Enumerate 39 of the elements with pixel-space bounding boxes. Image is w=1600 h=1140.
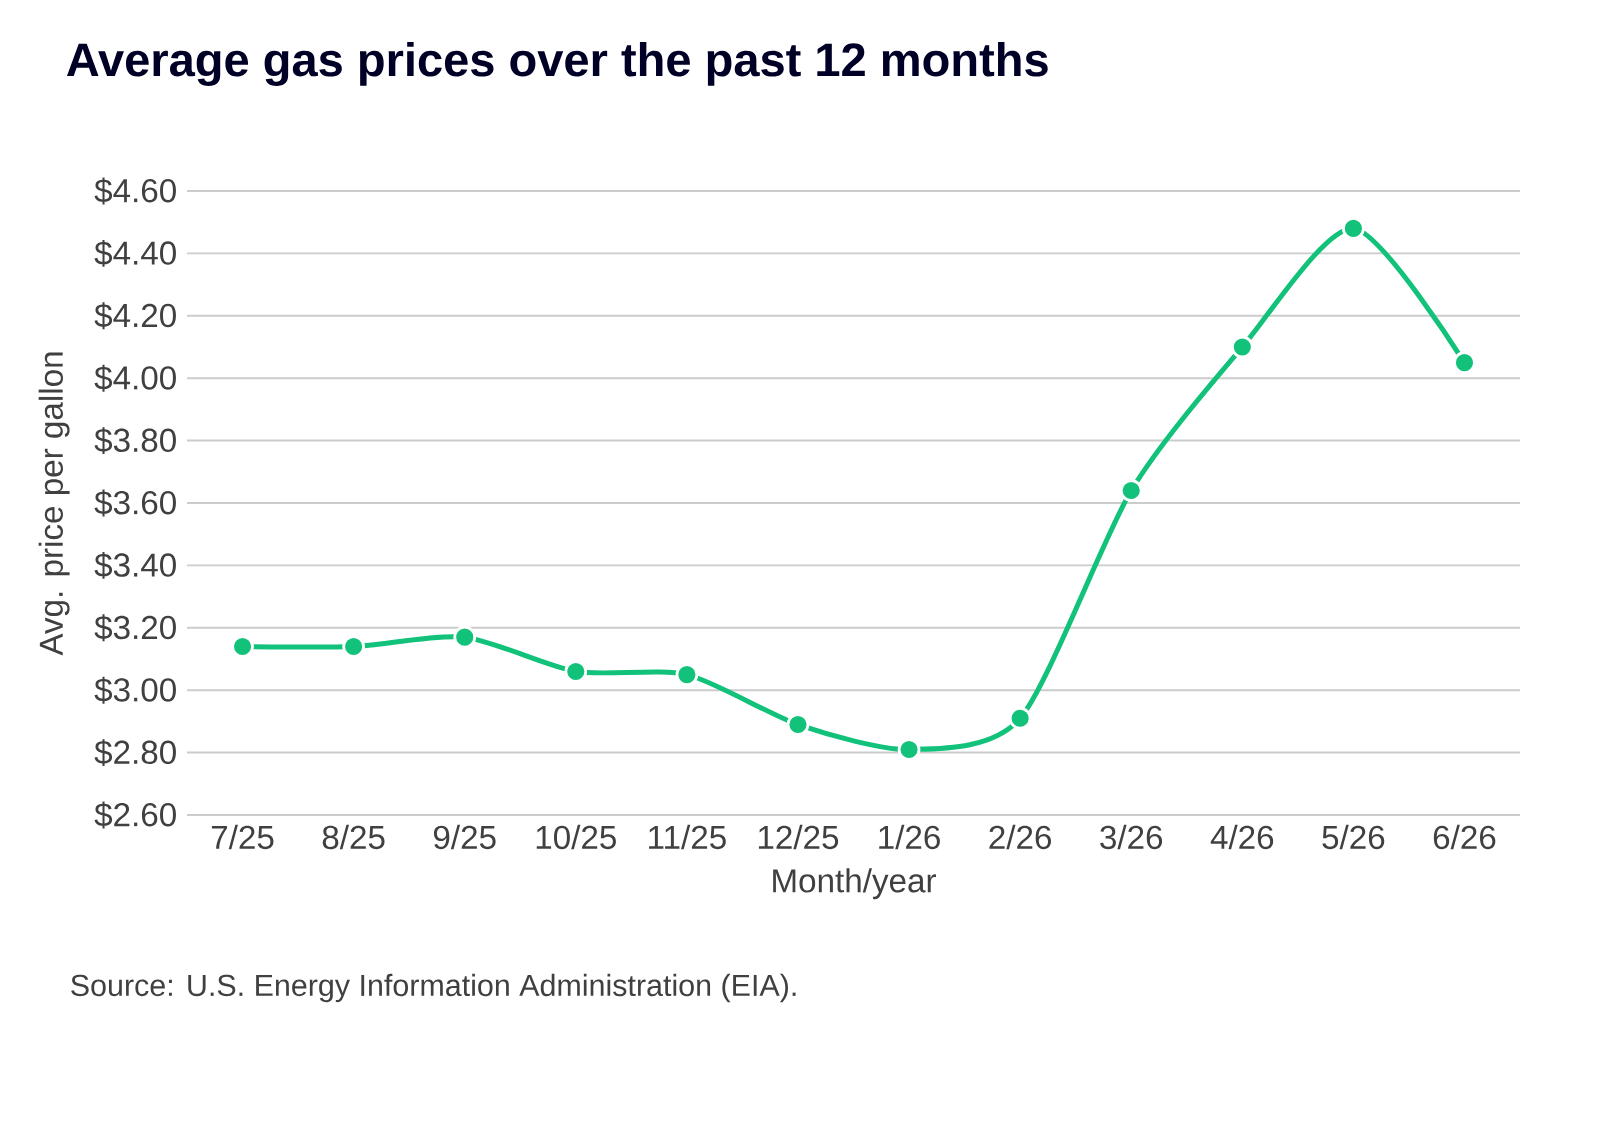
x-tick-label: 2/26: [989, 824, 1051, 850]
x-tick-label: 5/26: [1322, 824, 1385, 850]
y-tick-label: $3.40: [94, 551, 176, 579]
y-tick-label: $4.60: [94, 177, 176, 205]
x-axis-title: Month/year: [773, 868, 936, 900]
y-tick-label: $3.60: [94, 489, 176, 517]
point: [1453, 351, 1476, 374]
point: [675, 663, 699, 686]
y-tick-label: $3.20: [94, 614, 176, 642]
point: [1119, 479, 1143, 502]
point: [231, 635, 254, 658]
y-tick-label: $4.00: [94, 364, 176, 392]
point: [342, 635, 365, 658]
y-tick-label: $4.20: [94, 302, 176, 330]
point: [1230, 335, 1254, 359]
y-tick-label: $3.80: [94, 427, 176, 455]
y-tick-label: $4.40: [94, 239, 176, 267]
chart-title: Average gas prices over the past 12 months: [66, 41, 1048, 87]
x-tick-label: 12/25: [758, 824, 839, 850]
x-tick-label: 1/26: [879, 824, 940, 850]
source-note: Source: U.S. Energy Information Administration (EIA).: [71, 973, 796, 1003]
y-axis-title: Avg. price per gallon: [38, 352, 70, 656]
point: [1008, 706, 1032, 730]
point: [897, 738, 921, 761]
x-tick-label: 4/26: [1210, 824, 1274, 850]
y-tick-label: $2.60: [94, 801, 176, 829]
x-tick-label: 7/25: [211, 824, 274, 850]
x-tick-label: 8/25: [322, 824, 385, 850]
point: [453, 625, 477, 649]
point: [786, 713, 810, 736]
y-tick-label: $3.00: [94, 676, 176, 704]
point: [1342, 217, 1365, 240]
x-tick-label: 11/25: [649, 824, 726, 850]
x-tick-label: 9/25: [433, 824, 496, 850]
x-tick-label: 3/26: [1100, 824, 1163, 850]
x-tick-label: 6/26: [1433, 824, 1496, 850]
y-tick-label: $2.80: [94, 739, 176, 767]
point: [564, 660, 588, 683]
x-tick-label: 10/25: [536, 824, 616, 850]
